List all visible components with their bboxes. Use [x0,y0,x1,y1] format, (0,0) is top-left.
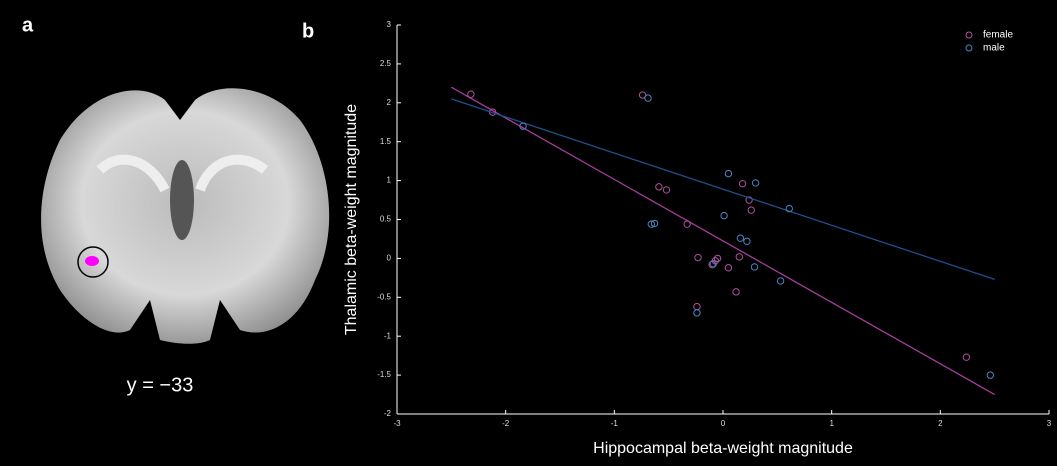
data-point [745,196,753,204]
x-tick-label: -3 [393,419,401,428]
data-point [776,277,785,285]
data-point [735,253,743,261]
y-tick-label: -1.5 [377,370,391,379]
data-point [785,204,793,213]
y-tick-label: 1 [387,176,392,185]
data-point [638,91,647,99]
data-point [986,371,995,379]
legend-label: male [983,43,1005,54]
x-tick-label: 3 [1047,419,1052,428]
data-point [694,253,702,262]
data-point [647,220,655,228]
data-point [732,288,740,296]
data-point [713,254,722,263]
y-tick-label: 1.5 [380,137,392,146]
x-tick-label: -2 [502,419,510,428]
data-point [750,263,759,271]
y-tick-label: 0 [387,254,392,263]
y-tick-label: 3 [387,20,392,29]
legend-marker [965,31,973,39]
data-point [650,219,659,228]
y-axis-label: Thalamic beta-weight magnitude [343,104,360,335]
data-point [738,180,747,188]
data-point [743,237,751,245]
brain-image [41,88,330,344]
activation [85,256,99,266]
data-point [720,211,728,220]
y-tick-label: -2 [384,409,392,418]
panel-label: b [302,20,314,42]
data-point [747,206,755,214]
panel-label: a [22,14,34,36]
ventricle [170,160,194,240]
data-point [724,169,733,178]
x-tick-label: 2 [938,419,943,428]
data-point [709,260,717,268]
scatter-plot: -2-1.5-1-0.500.511.522.53-3 -2 -1 0 1 2 3Hippo… [343,20,1052,457]
y-tick-label: -1 [384,331,392,340]
x-axis-label: Hippocampal beta-weight magnitude [593,440,853,457]
fit-line [451,86,995,396]
data-point [662,186,671,194]
data-point [751,179,760,187]
roi-circle [77,246,109,278]
legend-marker [965,44,973,52]
data-point [962,353,971,361]
y-tick-label: 2.5 [380,59,392,68]
y-tick-label: 0.5 [380,215,392,224]
fit-line [451,98,995,281]
data-point [655,183,663,191]
data-point [724,264,733,272]
y-tick-label: -0.5 [377,292,391,301]
x-tick-label: 0 [721,419,726,428]
white-matter [96,154,269,193]
legend-label: female [983,30,1013,41]
data-point [683,220,691,228]
caption: y = −33 [127,374,194,396]
data-point [467,90,475,98]
data-point [644,94,652,102]
x-tick-label: -1 [611,419,619,428]
x-tick-label: 1 [829,419,834,428]
data-point [693,309,701,317]
y-tick-label: 2 [387,98,392,107]
data-point [519,122,527,130]
data-point [736,234,745,242]
